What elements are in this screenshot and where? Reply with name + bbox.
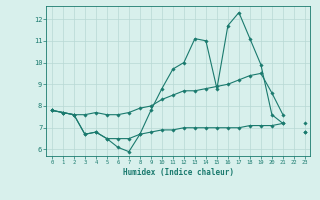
X-axis label: Humidex (Indice chaleur): Humidex (Indice chaleur) [123, 168, 234, 177]
